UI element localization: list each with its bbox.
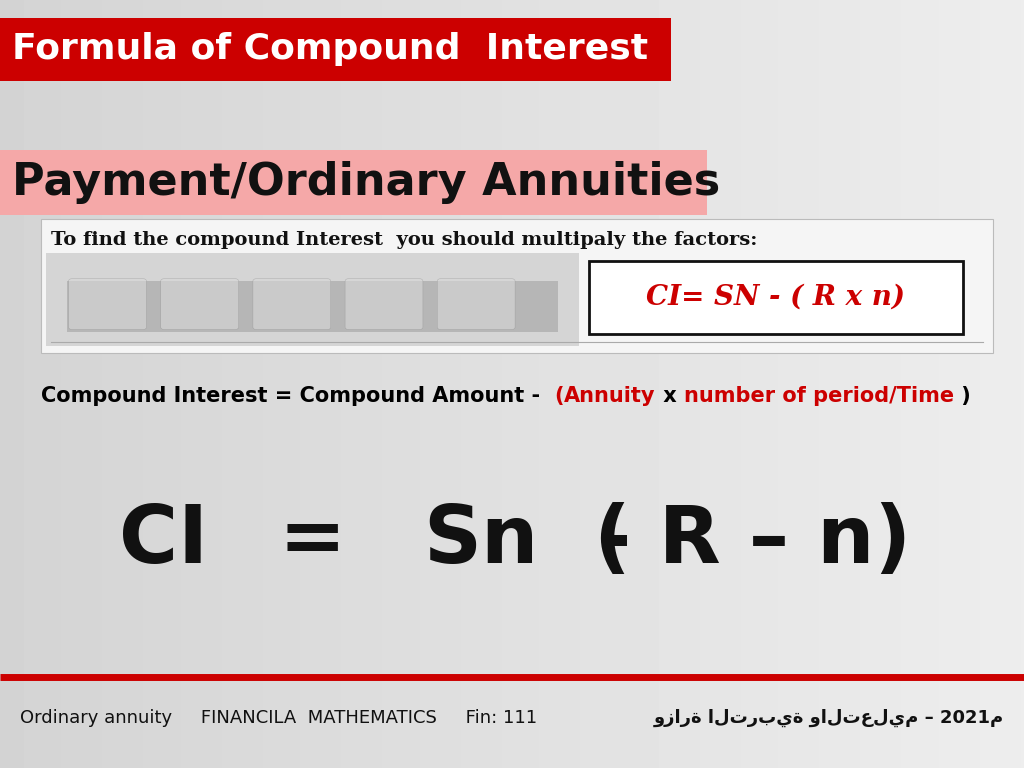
FancyBboxPatch shape (345, 279, 423, 329)
FancyBboxPatch shape (0, 18, 671, 81)
Text: Compound Interest = Compound Amount -: Compound Interest = Compound Amount - (41, 386, 555, 406)
FancyBboxPatch shape (67, 281, 558, 332)
Text: Sn: Sn (424, 502, 539, 581)
Text: x: x (655, 386, 684, 406)
Text: Payment/Ordinary Annuities: Payment/Ordinary Annuities (12, 161, 721, 204)
FancyBboxPatch shape (161, 279, 239, 329)
Text: ( R – n): ( R – n) (594, 502, 911, 581)
Text: Formula of Compound  Interest: Formula of Compound Interest (12, 32, 648, 66)
Text: number of period/Time: number of period/Time (684, 386, 953, 406)
Text: ): ) (953, 386, 971, 406)
FancyBboxPatch shape (41, 219, 993, 353)
Text: CI: CI (120, 502, 208, 581)
Text: =: = (279, 502, 346, 581)
Text: Ordinary annuity     FINANCILA  MATHEMATICS     Fin: 111: Ordinary annuity FINANCILA MATHEMATICS F… (20, 709, 538, 727)
FancyBboxPatch shape (589, 261, 963, 334)
Text: -: - (598, 502, 631, 581)
FancyBboxPatch shape (0, 150, 707, 215)
Text: وزارة التربية والتعليم – 2021م: وزارة التربية والتعليم – 2021م (653, 709, 1004, 727)
FancyBboxPatch shape (437, 279, 515, 329)
Text: CI= SN - ( R x n): CI= SN - ( R x n) (646, 284, 905, 311)
FancyBboxPatch shape (46, 253, 579, 346)
Text: (: ( (555, 386, 564, 406)
Text: To find the compound Interest  you should multipaly the factors:: To find the compound Interest you should… (51, 231, 758, 250)
FancyBboxPatch shape (253, 279, 331, 329)
Text: Annuity: Annuity (564, 386, 655, 406)
FancyBboxPatch shape (69, 279, 146, 329)
